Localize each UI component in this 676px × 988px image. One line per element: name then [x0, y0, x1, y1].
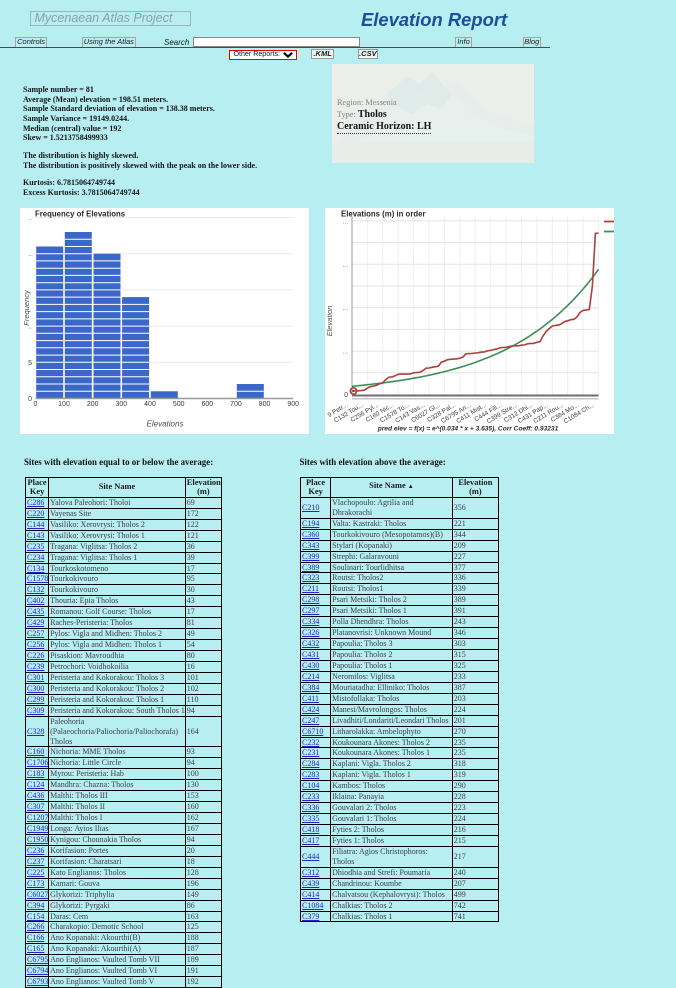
svg-text:Elevations (m) in order: Elevations (m) in order — [341, 209, 425, 218]
svg-text:Frequency of Elevations: Frequency of Elevations — [35, 209, 126, 218]
svg-text:800: 800 — [259, 401, 271, 408]
svg-text:..: .. — [28, 215, 32, 222]
svg-text:5: 5 — [28, 359, 32, 366]
svg-text:..: .. — [28, 251, 32, 258]
svg-text:600: 600 — [201, 401, 213, 408]
svg-text:..: .. — [28, 323, 32, 330]
svg-text:Elevation: Elevation — [325, 305, 334, 336]
svg-text:0: 0 — [28, 396, 32, 403]
svg-text:Elevations: Elevations — [147, 419, 184, 428]
svg-text:Frequency: Frequency — [22, 289, 31, 326]
svg-text:...: ... — [343, 218, 349, 225]
svg-text:...: ... — [343, 348, 349, 355]
svg-text:0: 0 — [33, 401, 37, 408]
svg-text:..: .. — [28, 287, 32, 294]
svg-text:0: 0 — [344, 392, 348, 399]
svg-text:200: 200 — [87, 401, 99, 408]
svg-text:100: 100 — [58, 401, 70, 408]
svg-text:...: ... — [343, 261, 349, 268]
svg-text:900: 900 — [287, 401, 299, 408]
svg-text:...: ... — [343, 305, 349, 312]
svg-text:700: 700 — [230, 401, 242, 408]
svg-text:300: 300 — [115, 401, 127, 408]
svg-text:pred elev = f(x) = e^(0.034 *: pred elev = f(x) = e^(0.034 * x + 3.635)… — [377, 424, 559, 432]
svg-text:500: 500 — [173, 401, 185, 408]
svg-text:400: 400 — [144, 401, 156, 408]
